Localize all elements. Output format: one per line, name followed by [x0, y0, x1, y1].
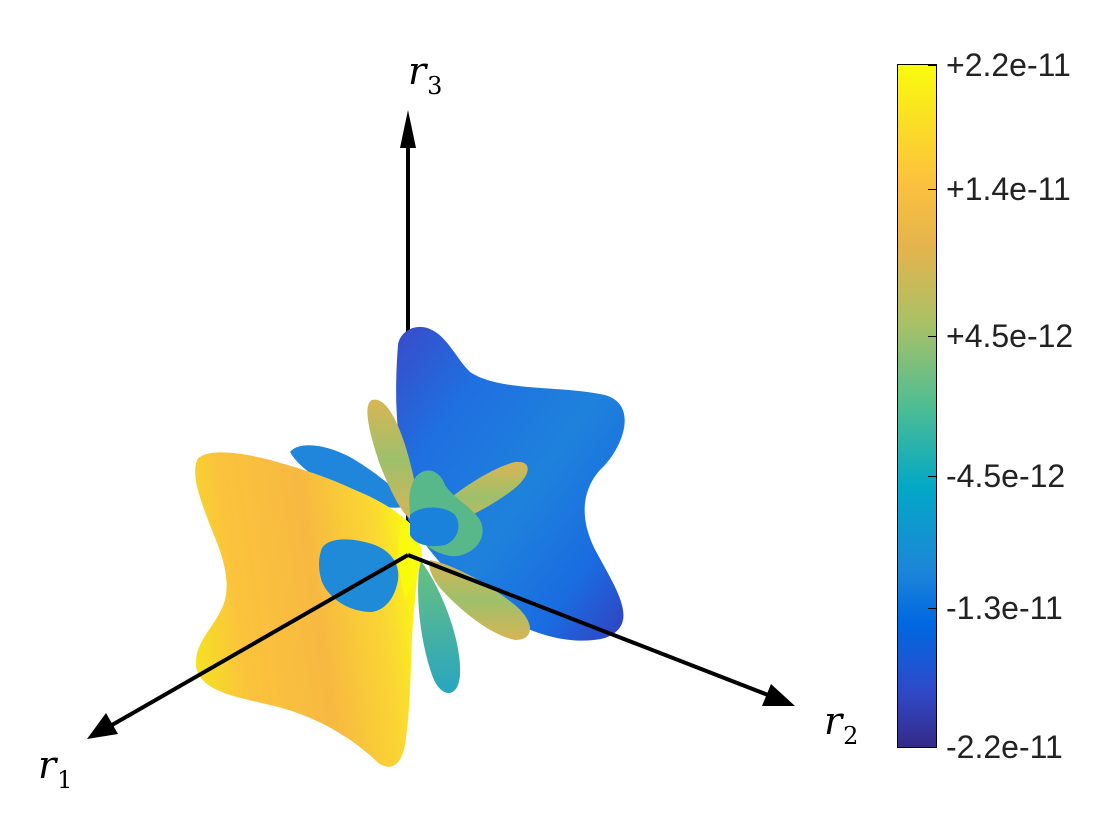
colorbar-tick-label: +4.5e-12	[946, 318, 1074, 354]
r1-axis-line	[111, 553, 409, 727]
r1-axis-label: r1	[38, 743, 73, 794]
colorbar-tick-label: +1.4e-11	[946, 171, 1071, 207]
r3-axis-label: r3	[408, 49, 443, 100]
surface-lobe-negative-upper-left	[290, 445, 410, 508]
r2-axis-line	[407, 553, 769, 697]
surface-petal-lower	[418, 560, 461, 694]
colorbar-tick-label: -4.5e-12	[946, 458, 1066, 494]
colorbar-tick	[928, 747, 937, 748]
r2-axis-arrowhead	[762, 684, 795, 706]
colorbar	[897, 64, 937, 748]
colorbar-tick	[928, 336, 937, 337]
colorbar-tick-label: -1.3e-11	[946, 590, 1063, 626]
r3-axis-arrowhead	[400, 110, 416, 148]
colorbar-tick-label: -2.2e-11	[946, 729, 1063, 765]
colorbar-tick	[928, 189, 937, 190]
surface-petal-upper	[367, 399, 417, 520]
colorbar-tick	[928, 65, 937, 66]
colorbar-tick-label: +2.2e-11	[946, 47, 1071, 83]
colorbar-tick	[928, 608, 937, 609]
colorbar-tick	[928, 476, 937, 477]
r2-axis-label: r2	[824, 699, 859, 750]
surface-petal-lower-right	[429, 560, 530, 640]
surface-lobe-negative-core	[410, 507, 459, 547]
surface-lobe-positive-front	[195, 452, 418, 767]
colorbar-gradient	[897, 64, 937, 748]
r1-axis-arrowhead	[87, 713, 118, 739]
